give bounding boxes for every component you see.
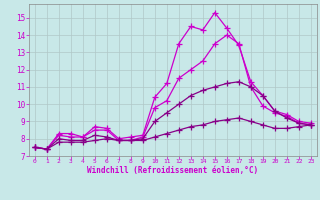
X-axis label: Windchill (Refroidissement éolien,°C): Windchill (Refroidissement éolien,°C) <box>87 166 258 175</box>
